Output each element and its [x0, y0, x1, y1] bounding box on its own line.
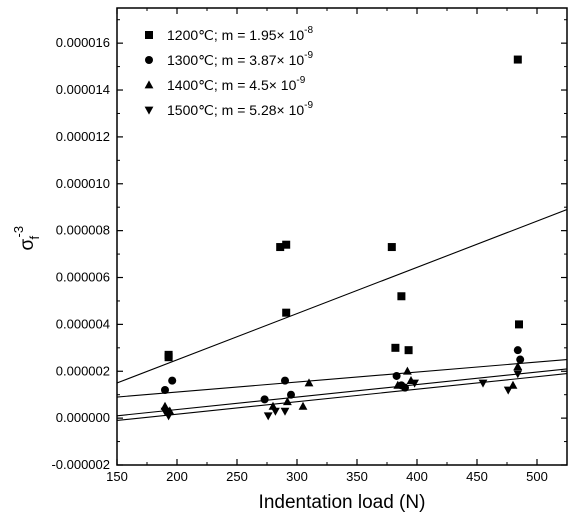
y-axis-title-subscript: f — [27, 236, 42, 240]
y-tick-label: 0.000008 — [56, 223, 110, 238]
data-point — [391, 343, 400, 352]
data-point — [516, 355, 525, 364]
data-point — [513, 370, 523, 379]
fit-line — [117, 358, 567, 398]
data-point — [283, 397, 292, 406]
data-point — [513, 55, 522, 64]
data-point — [404, 346, 413, 355]
y-axis-title: σ f -3 — [11, 226, 42, 251]
plot-frame — [116, 7, 568, 466]
x-tick-label: 350 — [346, 469, 368, 484]
data-point — [515, 320, 523, 329]
data-point — [304, 378, 314, 387]
fit-line — [117, 373, 567, 422]
y-tick-label: -0.000002 — [51, 457, 110, 472]
data-point — [397, 292, 406, 301]
y-tick-label: 0.000002 — [56, 363, 110, 378]
data-layer — [117, 55, 567, 422]
x-tick-label: 450 — [466, 469, 488, 484]
y-tick-label: 0.000012 — [56, 129, 110, 144]
data-point — [503, 386, 513, 395]
fit-line — [117, 368, 567, 417]
x-tick-label: 300 — [286, 469, 308, 484]
x-tick-label: 500 — [526, 469, 548, 484]
x-tick-label: 200 — [166, 469, 188, 484]
legend-label: 1400℃; m = 4.5× 10-9 — [167, 75, 306, 93]
y-tick-label: 0.000014 — [56, 82, 110, 97]
data-point — [513, 361, 523, 370]
data-point — [401, 383, 409, 392]
data-point — [478, 379, 488, 388]
ticks-layer: 150 200 250 300 350 400 450 500 -0.000002 0.00000… — [51, 8, 567, 484]
y-tick-label: 0.000010 — [56, 176, 110, 191]
data-point — [298, 401, 308, 410]
x-tick-label: 150 — [106, 469, 128, 484]
data-point — [282, 308, 291, 317]
legend-exponent: -9 — [304, 100, 313, 111]
data-point — [403, 366, 412, 375]
y-axis-title-superscript: -3 — [11, 226, 26, 238]
y-tick-label: 0.000000 — [56, 410, 110, 425]
data-point — [271, 407, 280, 416]
data-point — [287, 390, 295, 399]
legend-label: 1300℃; m = 3.87× 10-9 — [167, 50, 313, 68]
legend-exponent: -9 — [304, 50, 313, 61]
data-point — [280, 407, 290, 416]
x-axis-title: Indentation load (N) — [259, 492, 426, 513]
data-point — [513, 346, 522, 355]
legend-exponent: -9 — [296, 75, 305, 86]
legend-label: 1500℃; m = 5.28× 10-9 — [167, 100, 313, 118]
legend: 1200℃; m = 1.95× 10-8 1300℃; m = 3.87× 10… — [144, 25, 313, 118]
fit-line — [117, 209, 567, 384]
data-point — [161, 386, 169, 395]
y-tick-label: 0.000016 — [56, 35, 110, 50]
data-point — [160, 407, 170, 416]
legend-marker — [144, 106, 154, 115]
data-point — [392, 371, 401, 380]
data-point — [260, 395, 269, 404]
data-point — [387, 243, 396, 252]
legend-label: 1200℃; m = 1.95× 10-8 — [167, 25, 313, 43]
data-point — [282, 240, 291, 249]
y-axis-title-main: σ — [17, 239, 38, 251]
x-tick-label: 250 — [226, 469, 248, 484]
legend-marker — [145, 31, 153, 39]
data-point — [393, 380, 403, 389]
legend-marker — [145, 56, 153, 64]
x-tick-label: 400 — [406, 469, 428, 484]
data-point — [410, 379, 419, 388]
legend-marker — [144, 80, 154, 89]
y-tick-label: 0.000006 — [56, 270, 110, 285]
data-point — [263, 412, 273, 421]
data-point — [164, 353, 173, 362]
data-point — [276, 243, 285, 252]
y-tick-label: 0.000004 — [56, 316, 110, 331]
data-point — [164, 412, 173, 421]
data-point — [168, 376, 177, 385]
legend-exponent: -8 — [304, 25, 313, 36]
data-point — [281, 376, 289, 385]
